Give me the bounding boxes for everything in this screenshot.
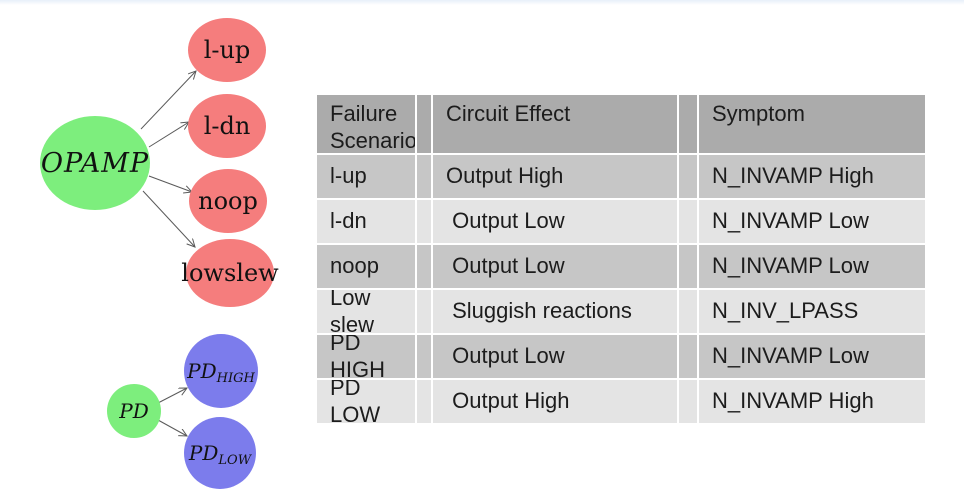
cell-scenario: PD LOW	[317, 380, 415, 423]
pd-low-base: PD	[188, 441, 219, 465]
cell-symptom: N_INV_LPASS	[699, 290, 925, 333]
cell-scenario: Low slew	[317, 290, 415, 333]
opamp-node	[40, 116, 150, 210]
cell-effect: Output Low	[433, 200, 677, 243]
arrow-opamp-noop	[148, 175, 192, 192]
pd-low-subscript: LOW	[217, 453, 252, 468]
pd-high-node-label: PDHIGH	[186, 359, 255, 386]
pd-high-subscript: HIGH	[216, 371, 256, 386]
noop-node-label: noop	[198, 187, 258, 215]
cell-effect: Output Low	[433, 335, 677, 378]
noop-node	[189, 169, 267, 233]
cell-symptom: N_INVAMP High	[699, 380, 925, 423]
fault-tree-diagram: OPAMP l-up l-dn noop lowslew PD PDHIGH P…	[40, 18, 279, 489]
row-spacer	[679, 380, 697, 423]
row-spacer	[417, 245, 431, 288]
column-header-circuit-effect: Circuit Effect	[433, 95, 677, 153]
cell-effect: Output High	[433, 155, 677, 198]
cell-symptom: N_INVAMP Low	[699, 245, 925, 288]
top-edge-gradient	[0, 0, 964, 5]
row-spacer	[679, 335, 697, 378]
pd-high-node	[184, 334, 258, 408]
arrow-opamp-lowslew	[142, 190, 195, 247]
column-header-symptom: Symptom	[699, 95, 925, 153]
header-spacer-2	[679, 95, 697, 153]
row-spacer	[417, 200, 431, 243]
failure-table: Failure Scenario Circuit Effect Symptom …	[317, 95, 925, 423]
pd-high-base: PD	[186, 359, 217, 383]
pd-low-node-label: PDLOW	[188, 441, 253, 468]
lup-node-label: l-up	[204, 36, 251, 64]
arrow-opamp-lup	[140, 71, 196, 130]
cell-effect: Output Low	[433, 245, 677, 288]
ldn-node	[188, 94, 266, 158]
row-spacer	[417, 380, 431, 423]
arrow-pd-high	[157, 388, 187, 404]
opamp-node-label: OPAMP	[41, 148, 149, 179]
arrow-opamp-ldn	[148, 122, 189, 148]
header-spacer-1	[417, 95, 431, 153]
opamp-arrows	[140, 71, 196, 247]
row-spacer	[679, 155, 697, 198]
cell-scenario: l-up	[317, 155, 415, 198]
row-spacer	[417, 155, 431, 198]
lowslew-node	[186, 239, 274, 307]
pd-node	[107, 384, 161, 438]
pd-low-node	[184, 417, 256, 489]
cell-scenario: noop	[317, 245, 415, 288]
cell-symptom: N_INVAMP Low	[699, 335, 925, 378]
cell-effect: Output High	[433, 380, 677, 423]
row-spacer	[679, 290, 697, 333]
row-spacer	[417, 290, 431, 333]
ldn-node-label: l-dn	[204, 112, 251, 140]
lowslew-node-label: lowslew	[181, 259, 279, 287]
lup-node	[188, 18, 266, 82]
cell-scenario: l-dn	[317, 200, 415, 243]
arrow-pd-low	[157, 419, 187, 436]
cell-scenario: PD HIGH	[317, 335, 415, 378]
cell-effect: Sluggish reactions	[433, 290, 677, 333]
cell-symptom: N_INVAMP Low	[699, 200, 925, 243]
cell-symptom: N_INVAMP High	[699, 155, 925, 198]
row-spacer	[679, 200, 697, 243]
pd-node-label: PD	[118, 399, 149, 423]
pd-arrows	[157, 388, 187, 436]
row-spacer	[679, 245, 697, 288]
row-spacer	[417, 335, 431, 378]
column-header-failure-scenario: Failure Scenario	[317, 95, 415, 153]
